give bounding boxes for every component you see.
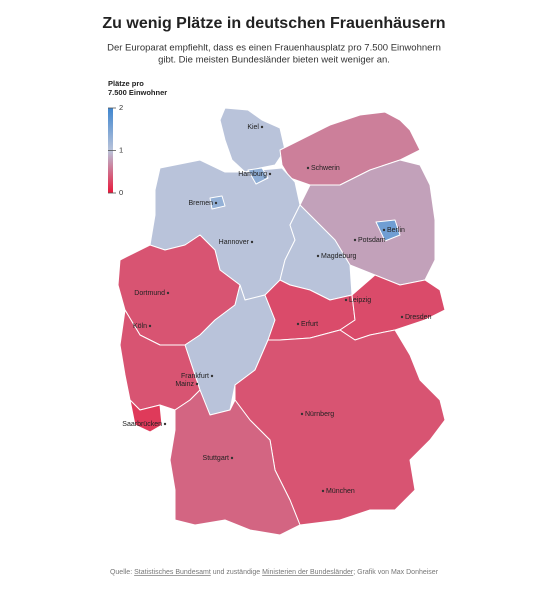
state [209,195,226,210]
city-label: Bremen [188,200,213,207]
city-dot [230,456,234,460]
city-dot [300,412,304,416]
city-dot [400,315,404,319]
state [279,111,421,186]
source-text: Quelle: [110,569,132,576]
legend-title: Plätze pro [108,79,144,88]
city-label: München [326,488,355,495]
city-dot [344,298,348,302]
city-dot [260,125,264,129]
city-dot [296,322,300,326]
state [129,399,163,433]
city-label: Mainz [175,381,194,388]
city-dot [382,228,386,232]
city-label: Potsdam [358,237,386,244]
city-dot [250,240,254,244]
city-dot [166,291,170,295]
city-dot [163,422,167,426]
city-label: Hamburg [238,171,267,178]
city-dot [316,254,320,258]
source-text: ; Grafik von Max Donheiser [353,569,438,576]
source-link[interactable]: Statistisches Bundesamt [134,569,211,576]
city-label: Dortmund [134,290,165,297]
source-link[interactable]: Ministerien der Bundesländer [262,569,354,576]
city-dot [321,489,325,493]
title: Zu wenig Plätze in deutschen Frauenhäuse… [102,15,445,32]
source: Quelle: Statistisches Bundesamt und zust… [110,569,439,576]
city-label: Kiel [247,124,259,131]
city-label: Leipzig [349,297,371,304]
state [219,107,286,173]
subtitle: gibt. Die meisten Bundesländer bieten we… [158,55,390,66]
city-label: Schwerin [311,165,340,172]
city-dot [210,374,214,378]
city-dot [148,324,152,328]
city-label: Stuttgart [203,455,230,462]
city-dot [353,238,357,242]
city-label: Frankfurt [181,373,209,380]
city-label: Hannover [219,239,250,246]
legend-title: 7.500 Einwohner [108,88,167,97]
legend-tick-label: 0 [119,188,123,197]
legend-tick-label: 2 [119,103,123,112]
city-dot [268,172,272,176]
city-label: Saarbrücken [122,421,162,428]
city-label: Nürnberg [305,411,334,418]
legend-tick-label: 1 [119,145,123,154]
state [375,219,401,242]
city-label: Berlin [387,227,405,234]
city-label: Erfurt [301,321,318,328]
city-dot [214,201,218,205]
city-label: Magdeburg [321,253,357,260]
city-dot [306,166,310,170]
city-dot [195,382,199,386]
state [247,167,269,185]
state [169,389,301,536]
city-label: Dresden [405,314,432,321]
source-text: und zuständige [213,569,261,576]
city-label: Köln [133,323,147,330]
subtitle: Der Europarat empfiehlt, dass es einen F… [107,43,441,54]
